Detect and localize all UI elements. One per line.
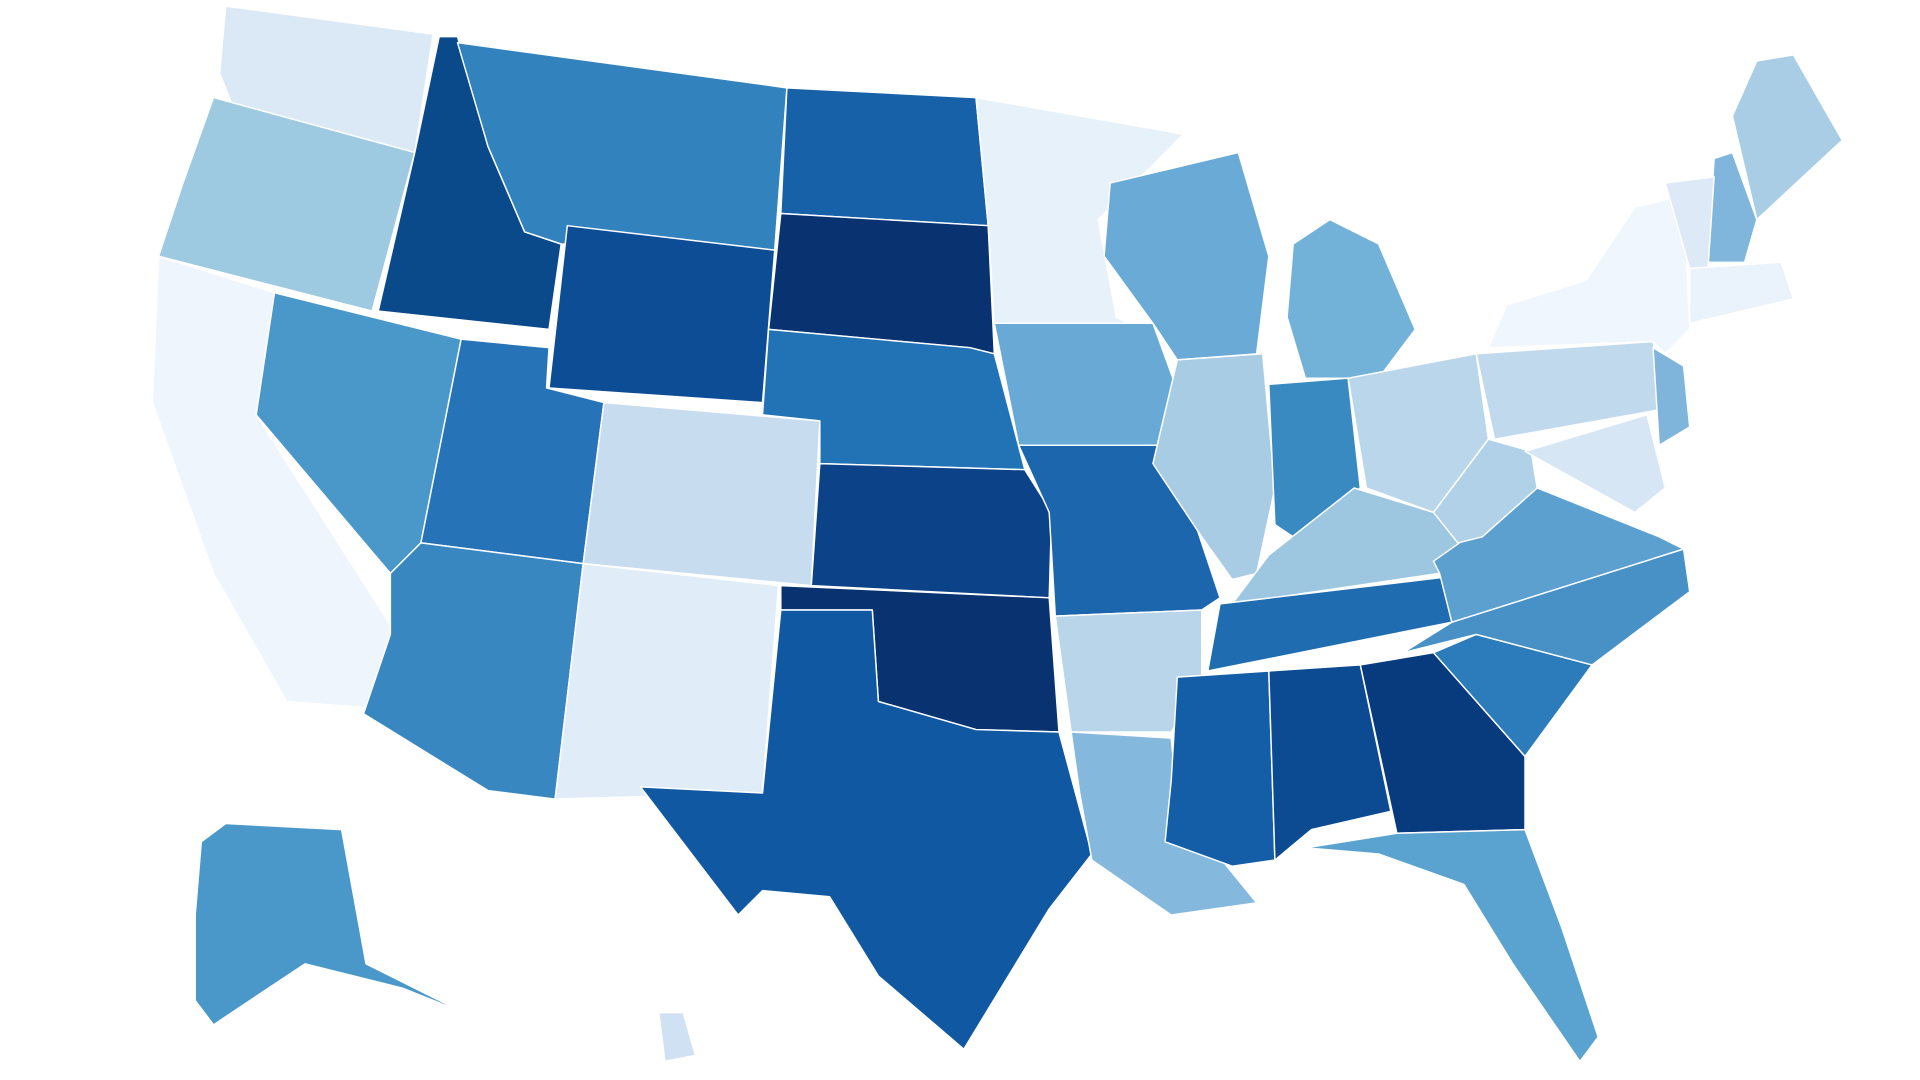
region xyxy=(658,1011,697,1063)
region xyxy=(582,401,821,587)
region xyxy=(1268,664,1392,861)
region xyxy=(157,96,416,312)
region xyxy=(1432,438,1538,544)
region xyxy=(1304,828,1599,1063)
region xyxy=(1152,353,1276,581)
region xyxy=(1070,731,1258,916)
region xyxy=(362,542,584,800)
region xyxy=(639,609,1093,1050)
region xyxy=(993,322,1179,447)
region xyxy=(780,87,989,227)
states xyxy=(151,5,1843,1063)
region xyxy=(1524,414,1667,514)
region xyxy=(810,462,1053,599)
region xyxy=(1286,218,1416,379)
region xyxy=(194,822,465,1026)
region xyxy=(1359,651,1526,834)
region xyxy=(548,224,776,404)
region xyxy=(1487,194,1691,355)
region xyxy=(1652,346,1691,447)
region xyxy=(1688,261,1795,325)
region xyxy=(1731,54,1843,221)
region xyxy=(554,562,780,800)
region xyxy=(1164,670,1276,867)
